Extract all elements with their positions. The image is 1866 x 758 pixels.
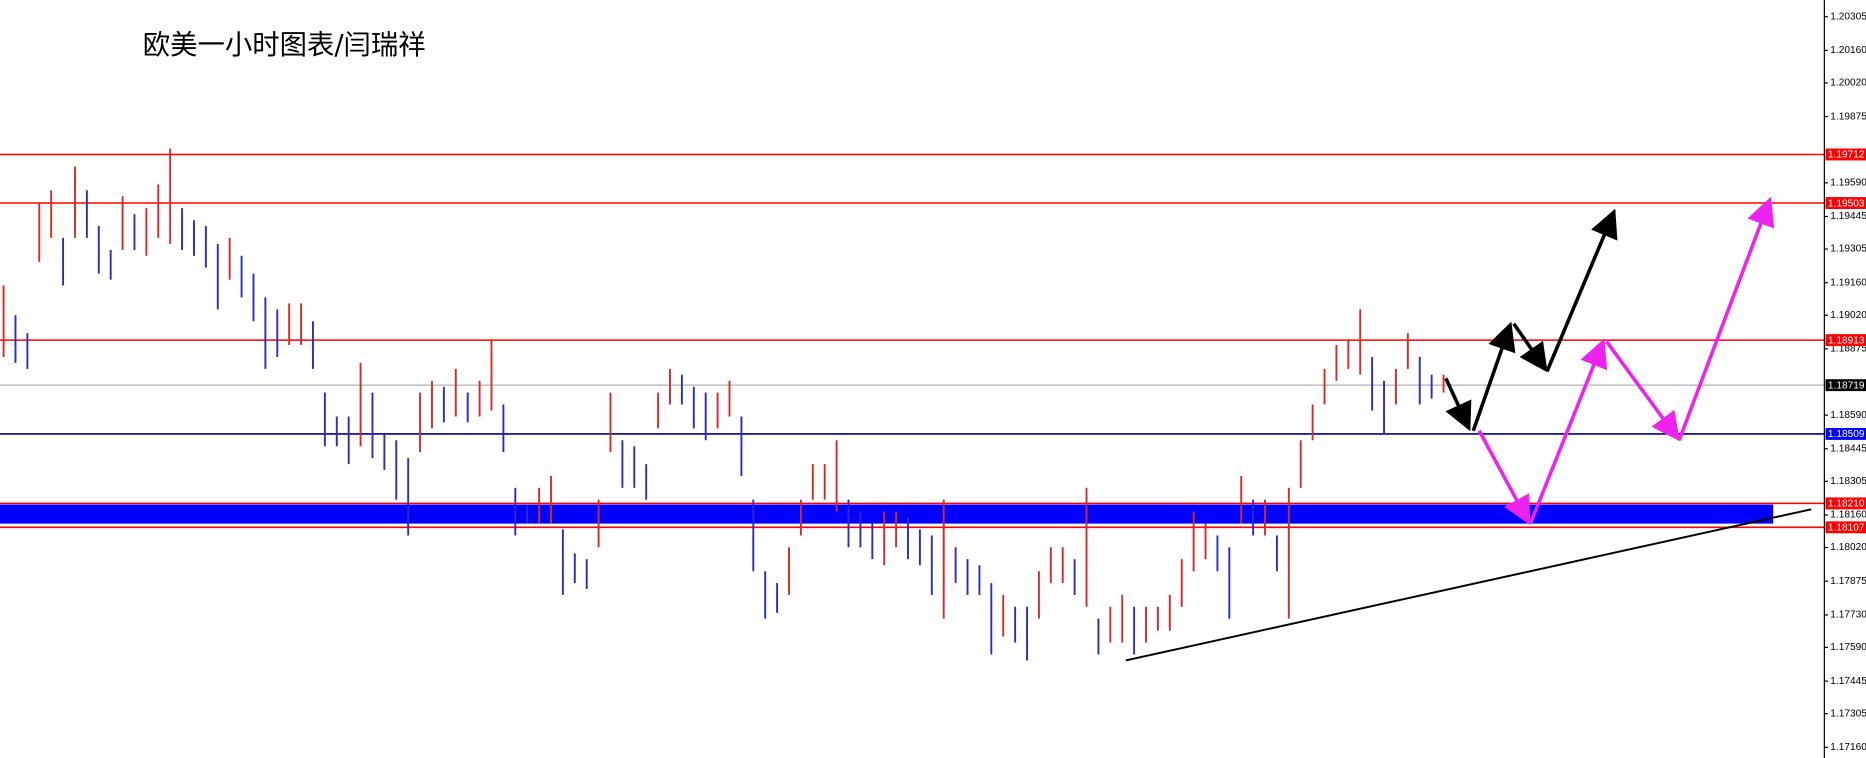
trend-line: [1125, 508, 1812, 662]
y-tick-label: 1.19445: [1830, 211, 1866, 222]
y-tick-label: 1.20305: [1830, 11, 1866, 22]
y-tick-label: 1.20020: [1830, 78, 1866, 89]
level-tag-label: 1.18107: [1828, 523, 1865, 534]
magenta-arrows: [1477, 196, 1775, 526]
level-tag-label: 1.18719: [1828, 380, 1865, 391]
y-tick-label: 1.19020: [1830, 310, 1866, 321]
bar-layer: [2, 148, 1445, 661]
level-tag: [1825, 197, 1866, 209]
y-tick-label: 1.19305: [1830, 244, 1866, 255]
level-tag-label: 1.19712: [1828, 150, 1865, 161]
y-tick-label: 1.18305: [1830, 476, 1866, 487]
y-tick-label: 1.19160: [1830, 277, 1866, 288]
zone-layer: [0, 504, 1774, 524]
level-tag: [1825, 497, 1866, 510]
y-tick-label: 1.17305: [1830, 708, 1866, 719]
y-tick-label: 1.20160: [1830, 45, 1866, 56]
y-tick-label: 1.19590: [1830, 177, 1866, 188]
level-tag-label: 1.18913: [1828, 335, 1865, 346]
y-tick-label: 1.18160: [1830, 510, 1866, 521]
level-tag-label: 1.18210: [1828, 499, 1865, 510]
y-tick-label: 1.18445: [1830, 443, 1866, 454]
y-tick-label: 1.17730: [1830, 610, 1866, 621]
y-tick-label: 1.17590: [1830, 642, 1866, 653]
y-tick-label: 1.19875: [1830, 111, 1866, 122]
y-tick-label: 1.18590: [1830, 410, 1866, 421]
level-tag-label: 1.18509: [1828, 429, 1865, 440]
level-tag: [1825, 379, 1866, 392]
level-tag: [1825, 521, 1866, 534]
y-tick-label: 1.18875: [1830, 344, 1866, 355]
y-tick-label: 1.17875: [1830, 576, 1866, 587]
chart-title: 欧美一小时图表/闫瑞祥: [143, 30, 426, 61]
level-tag: [1825, 427, 1866, 440]
level-layer: [0, 153, 1825, 529]
axis-layer: 1.20305 1.20160 1.20020 1.19875 1.19590 1.194…: [1824, 11, 1866, 753]
y-tick-label: 1.18020: [1830, 542, 1866, 553]
level-tag: [1825, 334, 1866, 347]
support-zone: [0, 504, 1774, 524]
level-tag: [1825, 148, 1866, 161]
black-arrows: [1444, 208, 1618, 432]
level-tag-label: 1.19503: [1828, 198, 1865, 209]
y-tick-label: 1.17445: [1830, 676, 1866, 687]
y-tick-label: 1.17160: [1830, 742, 1866, 753]
